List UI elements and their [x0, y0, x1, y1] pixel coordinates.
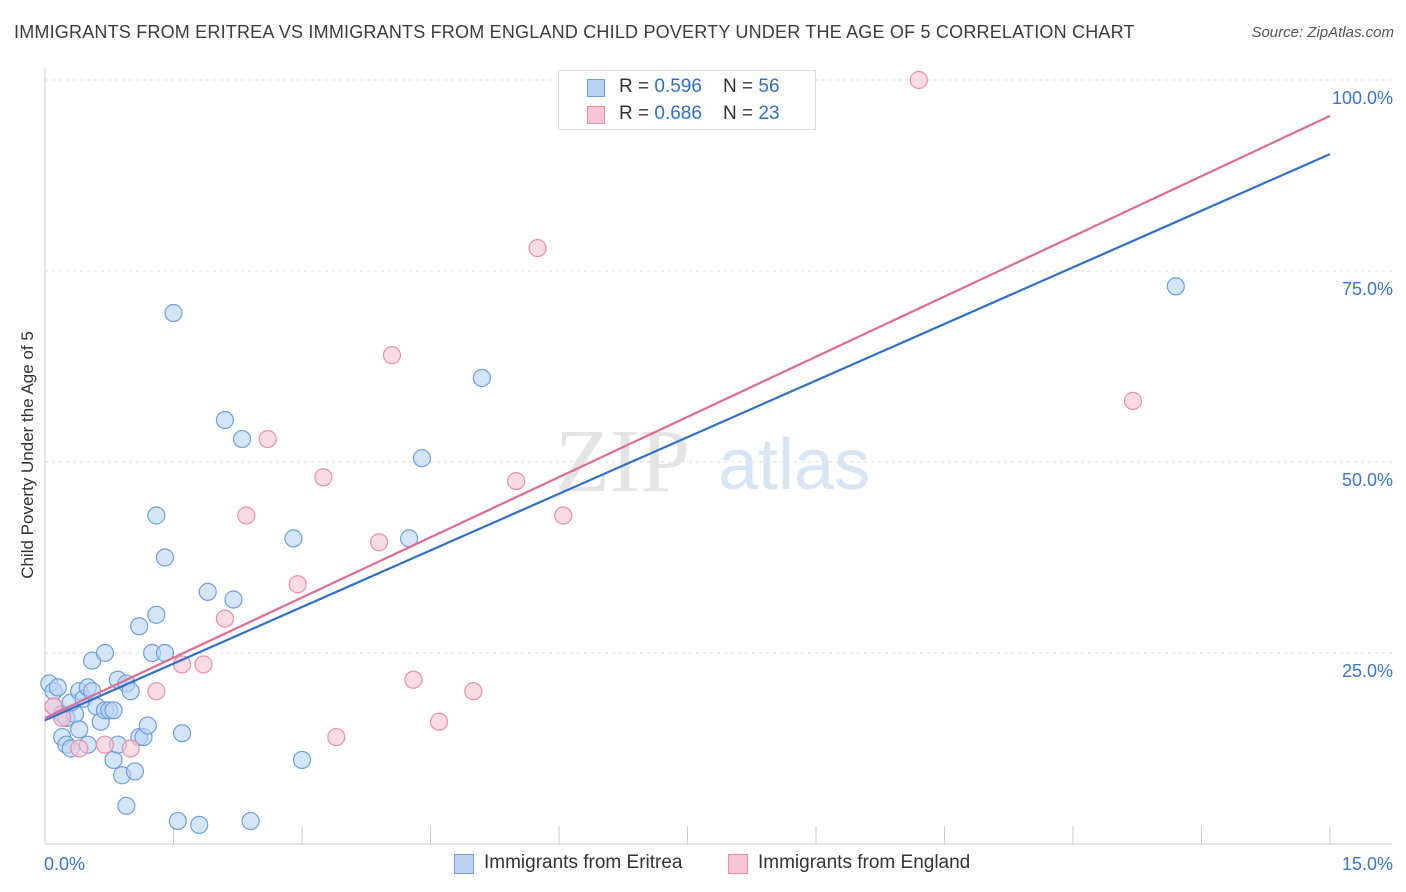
england-point: [404, 670, 423, 689]
legend-n-value: 23: [758, 103, 780, 124]
eritrea-point: [95, 643, 115, 663]
england-point: [288, 575, 307, 594]
y-tick-label: 75.0%: [1342, 279, 1393, 299]
england-trend-line: [44, 114, 1331, 719]
england-point: [370, 533, 389, 552]
legend-r-value: 0.596: [654, 76, 702, 97]
eritrea-point: [198, 582, 217, 601]
watermark-atlas: atlas: [718, 425, 870, 505]
england-point: [1123, 391, 1143, 410]
eritrea-point: [147, 605, 166, 624]
eritrea-point: [155, 548, 175, 567]
eritrea-point: [164, 303, 183, 323]
eritrea-point: [117, 796, 136, 815]
x-tick-label: 15.0%: [1342, 854, 1393, 874]
eritrea-point: [292, 750, 312, 770]
england-point: [172, 655, 192, 674]
england-point: [327, 727, 346, 747]
eritrea-point: [125, 762, 145, 781]
england-point: [909, 70, 928, 90]
y-axis-label: Child Poverty Under the Age of 5: [18, 331, 37, 579]
eritrea-point: [1166, 277, 1185, 296]
england-point: [95, 735, 115, 754]
eritrea-point: [70, 720, 89, 739]
eritrea-point: [104, 701, 123, 720]
eritrea-point: [224, 590, 243, 609]
eritrea-point: [130, 617, 149, 636]
eritrea-point: [48, 678, 67, 697]
chart-title: IMMIGRANTS FROM ERITREA VS IMMIGRANTS FR…: [14, 22, 1135, 42]
legend-r-value: 0.686: [654, 103, 702, 124]
tick-labels: 25.0% 50.0% 75.0% 100.0% 0.0% 15.0%: [44, 88, 1393, 874]
legend-n-value: 56: [758, 76, 780, 97]
eritrea-points: [40, 277, 1185, 835]
grid-lines: [45, 79, 1392, 654]
legend-swatch-england: [587, 106, 605, 124]
stats-legend: R = 0.596 N = 56 R = 0.686 N = 23: [558, 70, 816, 130]
england-point: [382, 345, 402, 365]
england-point: [194, 655, 213, 674]
eritrea-point: [168, 811, 187, 831]
source-label: Source: ZipAtlas.com: [1251, 24, 1394, 41]
england-point: [314, 468, 333, 487]
legend-n-label: N =: [723, 76, 759, 97]
bottom-legend-swatch-england: [728, 854, 748, 874]
england-point: [215, 609, 234, 628]
bottom-legend-label-eritrea: Immigrants from Eritrea: [484, 852, 683, 873]
legend-r-label: R =: [619, 103, 655, 124]
eritrea-point: [412, 449, 432, 468]
legend-swatch-eritrea: [587, 79, 605, 97]
bottom-legend-label-england: Immigrants from England: [758, 852, 971, 873]
eritrea-point: [472, 368, 491, 388]
england-points: [44, 70, 1143, 758]
eritrea-point: [172, 724, 192, 743]
eritrea-trend-line: [44, 153, 1331, 722]
bottom-legend-swatch-eritrea: [454, 854, 474, 874]
england-point: [429, 712, 449, 731]
england-point: [528, 238, 547, 258]
england-point: [507, 472, 526, 491]
x-tick-label: 0.0%: [44, 854, 85, 874]
eritrea-point: [104, 750, 123, 770]
eritrea-point: [138, 716, 157, 735]
y-tick-label: 25.0%: [1342, 661, 1393, 681]
england-point: [147, 682, 166, 701]
eritrea-point: [215, 410, 234, 430]
eritrea-point: [190, 815, 209, 835]
eritrea-point: [241, 811, 260, 831]
england-point: [258, 429, 277, 449]
legend-n-label: N =: [723, 103, 759, 124]
eritrea-point: [232, 429, 252, 449]
england-point: [464, 682, 483, 701]
eritrea-point: [284, 529, 303, 548]
england-point: [554, 506, 573, 525]
eritrea-point: [147, 506, 166, 525]
y-tick-label: 50.0%: [1342, 470, 1393, 490]
england-point: [70, 739, 89, 758]
england-point: [121, 739, 140, 758]
axes: [44, 68, 1392, 845]
england-point: [237, 506, 256, 525]
watermark: ZIP atlas: [555, 412, 870, 511]
trend-lines: [44, 114, 1331, 722]
watermark-zip: ZIP: [555, 412, 690, 511]
y-tick-label: 100.0%: [1332, 88, 1393, 108]
legend-r-label: R =: [619, 76, 655, 97]
